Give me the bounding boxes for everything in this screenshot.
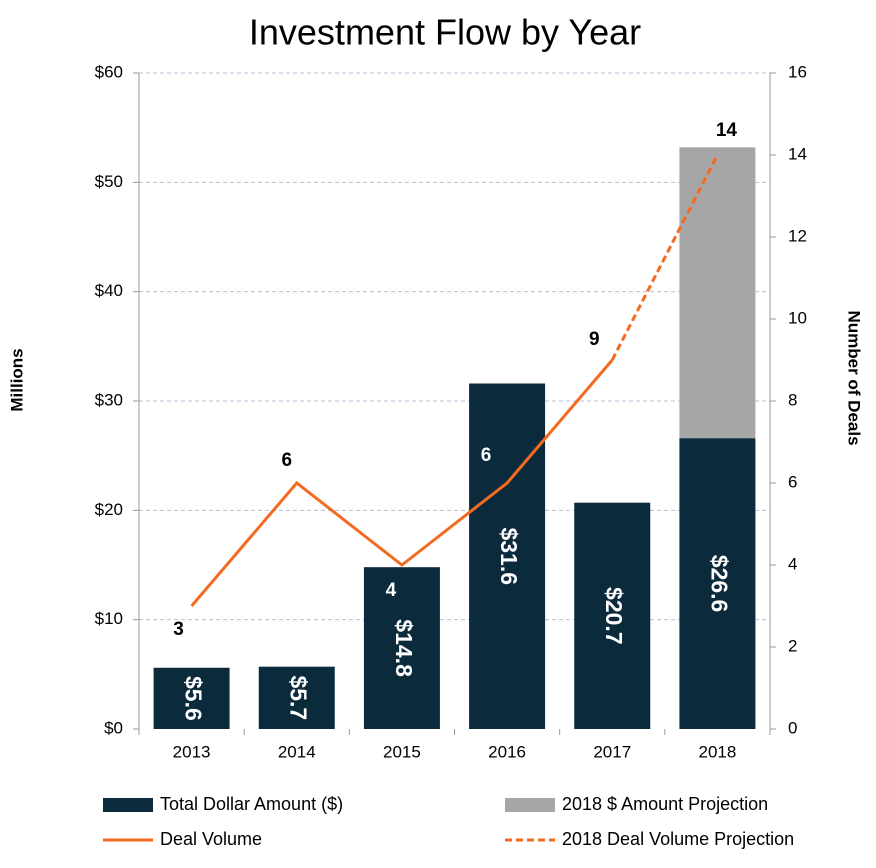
x-tick-label: 2017 [593,742,631,761]
y-axis-title: Millions [7,348,26,411]
bar [469,383,546,729]
x-tick-label: 2013 [173,742,211,761]
legend-swatch [505,798,555,812]
y-tick-label: $20 [95,500,123,519]
y2-tick-label: 2 [788,636,797,655]
line-value-label: 6 [281,450,292,471]
line-value-label: 6 [481,445,492,466]
chart-title: Investment Flow by Year [249,12,641,53]
y2-axis-title: Number of Deals [845,310,864,445]
y-tick-label: $60 [95,62,123,81]
legend-swatch [103,798,153,812]
x-tick-label: 2014 [278,742,316,761]
y2-tick-label: 4 [788,554,797,573]
y2-tick-label: 12 [788,226,807,245]
y2-tick-label: 6 [788,472,797,491]
line [610,154,719,361]
y-tick-label: $0 [104,718,123,737]
bar-value-label: $20.7 [601,587,627,645]
y2-tick-label: 14 [788,144,807,163]
bar [574,502,651,729]
bar [679,147,756,439]
bar-value-label: $31.6 [496,527,522,585]
line-value-label: 3 [173,619,184,640]
y-tick-label: $10 [95,609,123,628]
line-value-label: 14 [716,120,738,141]
legend-label: Total Dollar Amount ($) [160,794,343,814]
y-tick-label: $40 [95,281,123,300]
bar [363,567,440,729]
bar-value-label: $5.6 [181,676,207,721]
line [190,359,614,607]
legend-label: 2018 Deal Volume Projection [562,829,794,849]
y2-tick-label: 10 [788,308,807,327]
y2-tick-label: 0 [788,718,797,737]
y-tick-label: $30 [95,390,123,409]
bar-value-label: $5.7 [286,675,312,720]
legend-label: 2018 $ Amount Projection [562,794,768,814]
x-tick-label: 2018 [699,742,737,761]
bar [679,438,756,729]
legend-label: Deal Volume [160,829,262,849]
bar-value-label: $14.8 [391,619,417,677]
bar [153,667,230,729]
bar-value-label: $26.6 [706,555,732,613]
y-tick-label: $50 [95,172,123,191]
x-tick-label: 2015 [383,742,421,761]
bar [258,666,335,729]
line-value-label: 4 [386,580,397,601]
y2-tick-label: 16 [788,62,807,81]
line-value-label: 9 [589,329,600,350]
x-tick-label: 2016 [488,742,526,761]
y2-tick-label: 8 [788,390,797,409]
